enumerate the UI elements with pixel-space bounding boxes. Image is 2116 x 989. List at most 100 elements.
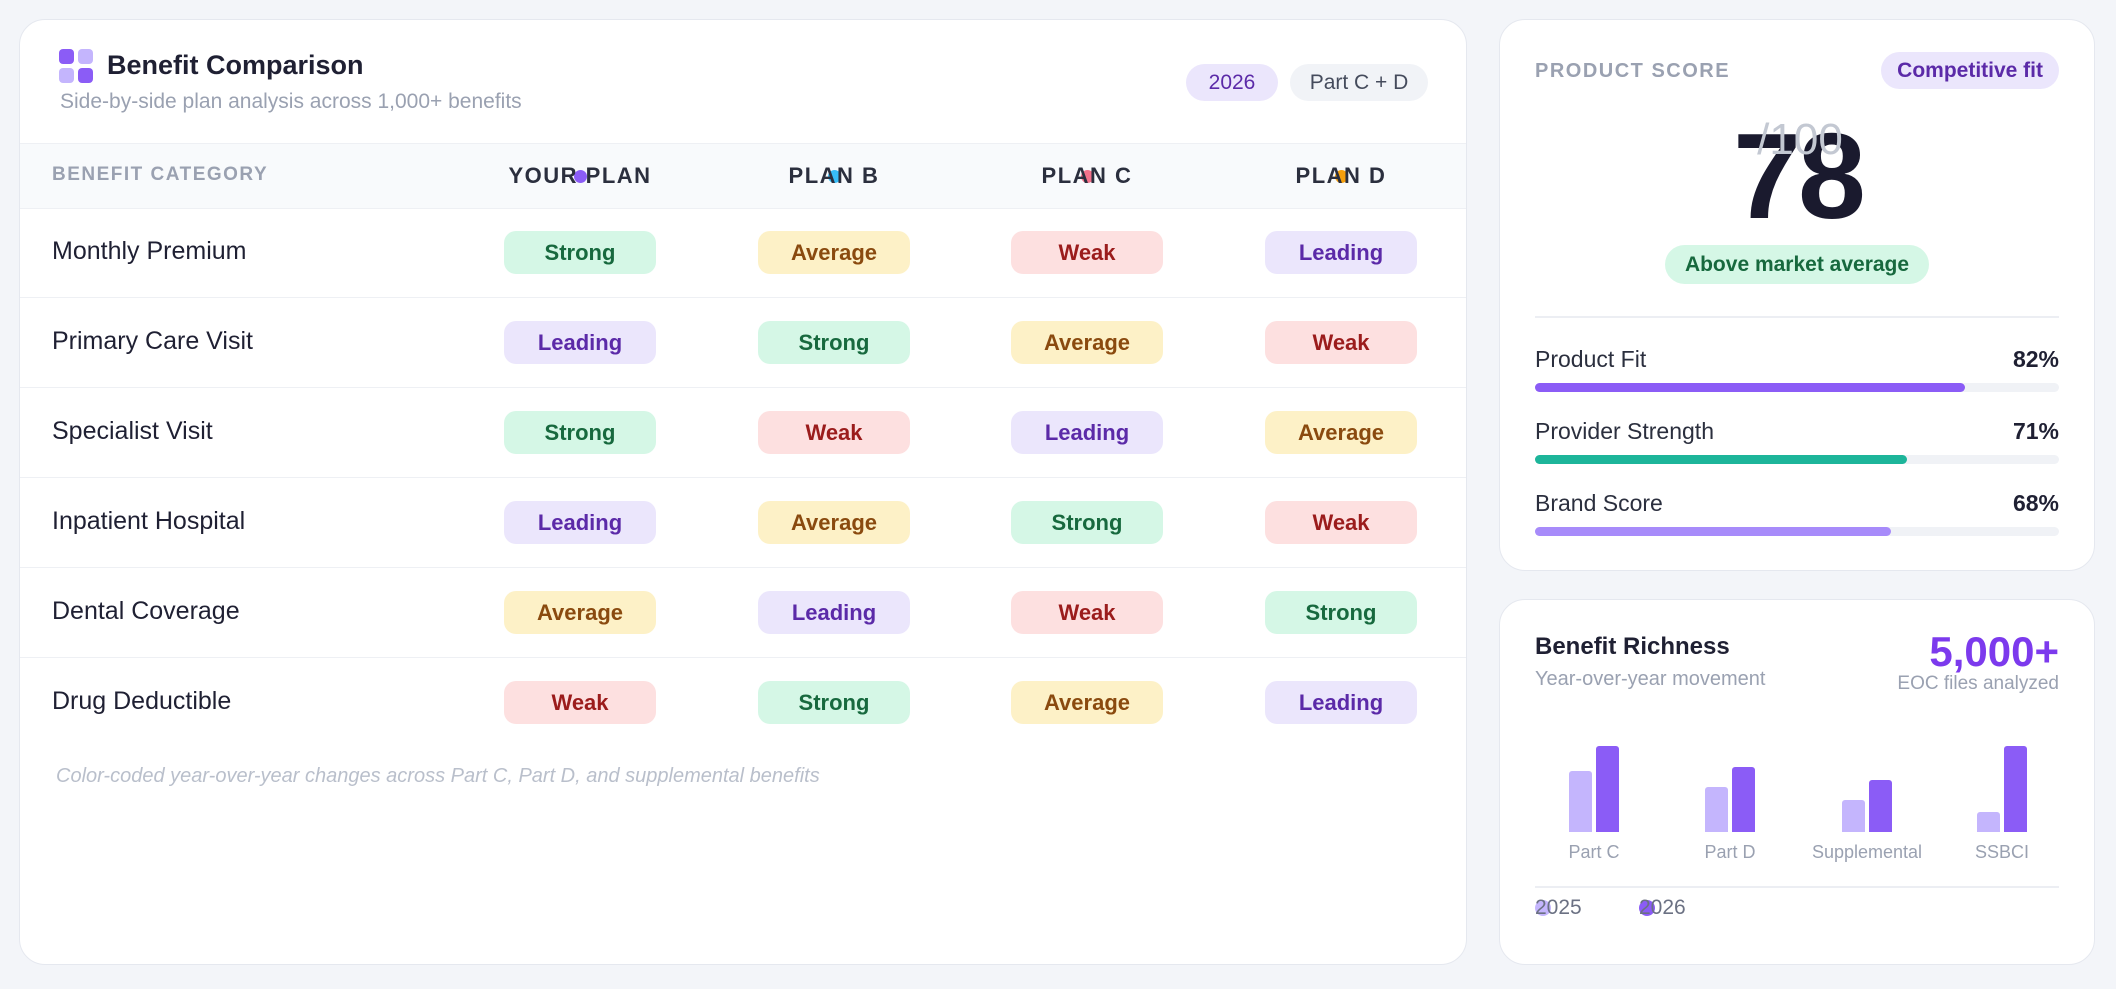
- metric-value: 68%: [2012, 490, 2059, 516]
- richness-card: Benefit Richness Year-over-year movement 5…: [1499, 599, 2095, 965]
- column-header: PLAN D: [1191, 162, 1466, 190]
- row-label: Monthly Premium: [52, 237, 247, 265]
- x-tick-label: SSBCI: [1974, 842, 2030, 862]
- plan-name: PLAN B: [788, 163, 880, 188]
- rating-pill: Weak: [1265, 321, 1417, 364]
- metric-value: 71%: [2012, 418, 2059, 444]
- rating-pill: Strong: [1265, 591, 1417, 634]
- metric-name: Brand Score: [1535, 490, 1663, 516]
- row-divider: [20, 477, 1466, 478]
- icon-tile: [59, 49, 74, 64]
- chart-bar: [1842, 800, 1865, 832]
- legend-dot: [1639, 900, 1655, 916]
- stat-value: 5,000+: [1929, 628, 2059, 675]
- x-tick-label: Supplemental: [1811, 842, 1923, 862]
- row-label: Specialist Visit: [52, 417, 213, 445]
- rating-pill: Weak: [1011, 591, 1163, 634]
- stat-caption: EOC files analyzed: [1897, 673, 2059, 694]
- plan-dot: [827, 169, 841, 183]
- comparison-card: Benefit Comparison Side-by-side plan ana…: [19, 19, 1467, 965]
- icon-tile: [78, 49, 93, 64]
- score-label: PRODUCT SCORE: [1535, 60, 1731, 82]
- legend-label: 2025: [1535, 896, 1582, 919]
- plan-name: PLAN D: [1295, 163, 1387, 188]
- rating-pill: Weak: [1011, 231, 1163, 274]
- score-status: Above market average: [1665, 245, 1929, 284]
- rating-pill: Weak: [758, 411, 910, 454]
- rating-pill: Strong: [504, 411, 656, 454]
- row-label: Dental Coverage: [52, 597, 240, 625]
- plan-dot: [573, 169, 587, 183]
- chart-bar: [1732, 766, 1755, 832]
- column-header: YOUR PLAN: [430, 162, 730, 190]
- icon-tile: [78, 68, 93, 83]
- table-header: [20, 143, 1466, 209]
- rating-pill: Average: [504, 591, 656, 634]
- header-badge: Part C + D: [1290, 64, 1428, 101]
- rating-pill: Weak: [1265, 501, 1417, 544]
- title: Benefit Comparison: [107, 50, 364, 80]
- row-label: Inpatient Hospital: [52, 507, 246, 535]
- rating-pill: Leading: [1265, 681, 1417, 724]
- rating-pill: Leading: [504, 501, 656, 544]
- column-header: BENEFIT CATEGORY: [52, 164, 269, 185]
- rating-pill: Leading: [758, 591, 910, 634]
- rating-pill: Strong: [758, 681, 910, 724]
- plan-name: PLAN C: [1041, 163, 1133, 188]
- rating-pill: Strong: [504, 231, 656, 274]
- chart-bar: [1977, 812, 2000, 832]
- metric-track: [1535, 455, 2059, 464]
- score-value: 78: [1733, 108, 1866, 244]
- metric-track: [1535, 527, 2059, 536]
- x-tick-label: Part D: [1704, 842, 1756, 862]
- rating-pill: Average: [758, 231, 910, 274]
- rating-pill: Leading: [1265, 231, 1417, 274]
- footnote: Color-coded year-over-year changes acros…: [56, 765, 820, 787]
- chart-bar: [1569, 770, 1592, 832]
- chart-bar: [2004, 746, 2027, 832]
- score-badge: Competitive fit: [1881, 52, 2059, 89]
- row-label: Drug Deductible: [52, 687, 232, 715]
- row-divider: [20, 657, 1466, 658]
- metric-bar: [1535, 455, 1908, 464]
- column-header: PLAN B: [684, 162, 984, 190]
- rating-pill: Average: [1011, 681, 1163, 724]
- metric-name: Product Fit: [1535, 346, 1647, 372]
- rating-pill: Strong: [758, 321, 910, 364]
- divider: [1535, 316, 2059, 318]
- metric-name: Provider Strength: [1535, 418, 1714, 444]
- plan-name: YOUR PLAN: [508, 163, 652, 188]
- metric-bar: [1535, 527, 1892, 536]
- metric-bar: [1535, 383, 1965, 392]
- score-max: /100: [1757, 115, 1843, 164]
- legend-dot: [1535, 900, 1551, 916]
- plan-dot: [1334, 169, 1348, 183]
- rating-pill: Average: [1265, 411, 1417, 454]
- rating-pill: Average: [758, 501, 910, 544]
- divider: [1535, 886, 2059, 888]
- card-title: Benefit Richness: [1535, 633, 1730, 660]
- rating-pill: Leading: [504, 321, 656, 364]
- row-divider: [20, 387, 1466, 388]
- rating-pill: Strong: [1011, 501, 1163, 544]
- plan-dot: [1080, 169, 1094, 183]
- subtitle: Side-by-side plan analysis across 1,000+…: [60, 90, 522, 113]
- metric-value: 82%: [2012, 346, 2059, 372]
- legend-label: 2026: [1639, 896, 1686, 919]
- chart-bar: [1705, 787, 1728, 832]
- app-icon: [59, 49, 93, 83]
- row-divider: [20, 567, 1466, 568]
- icon-tile: [59, 68, 74, 83]
- column-header: PLAN C: [937, 162, 1237, 190]
- metric-track: [1535, 383, 2059, 392]
- rating-pill: Weak: [504, 681, 656, 724]
- row-divider: [20, 297, 1466, 298]
- header-badge: 2026: [1186, 64, 1278, 101]
- x-tick-label: Part C: [1568, 842, 1620, 862]
- chart-bar: [1869, 779, 1892, 832]
- rating-pill: Average: [1011, 321, 1163, 364]
- score-card: PRODUCT SCORE Competitive fit 78/100 Above …: [1499, 19, 2095, 571]
- rating-pill: Leading: [1011, 411, 1163, 454]
- row-label: Primary Care Visit: [52, 327, 253, 355]
